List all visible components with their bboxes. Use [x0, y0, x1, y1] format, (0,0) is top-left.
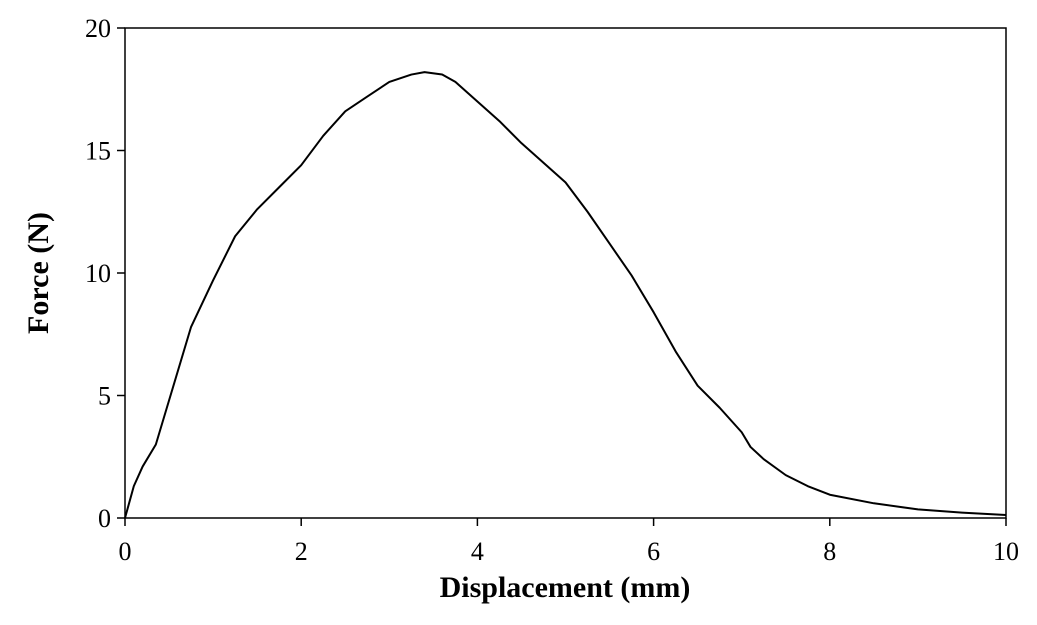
y-tick-label: 10	[85, 259, 111, 288]
y-tick-label: 15	[85, 137, 111, 166]
data-line	[124, 71, 1007, 519]
x-tick-label: 0	[119, 537, 132, 566]
x-tick-label: 2	[295, 537, 308, 566]
x-tick-label: 8	[823, 537, 836, 566]
y-tick-label: 5	[98, 382, 111, 411]
x-tick-label: 4	[471, 537, 484, 566]
y-tick-label: 0	[98, 504, 111, 533]
x-tick-label: 10	[993, 537, 1019, 566]
x-axis-title: Displacement (mm)	[440, 571, 691, 604]
y-axis-title: Force (N)	[22, 212, 55, 334]
y-tick-label: 20	[85, 14, 111, 43]
x-tick-label: 6	[647, 537, 660, 566]
plot-frame	[124, 27, 1007, 519]
